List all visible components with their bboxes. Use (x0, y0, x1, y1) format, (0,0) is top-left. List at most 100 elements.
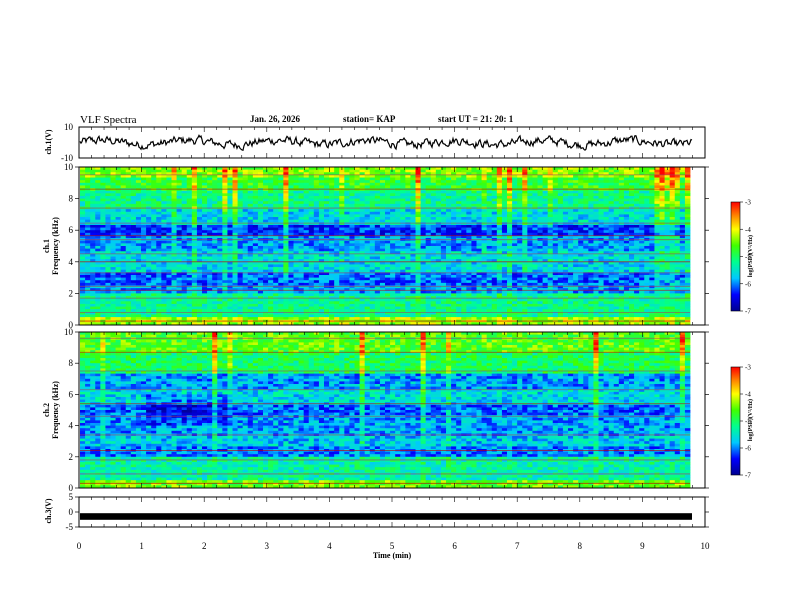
ch1-spec-cell (557, 174, 564, 178)
ch1-spec-cell (176, 261, 183, 265)
ch1-spec-cell (303, 174, 310, 178)
ch1-spec-cell (186, 253, 193, 257)
ch1-spec-cell (618, 217, 625, 221)
ch1-spec-cell (415, 269, 421, 273)
ch1-spec-cell (283, 201, 289, 205)
ch1-spec-cell (583, 193, 589, 197)
ch1-spec-cell (573, 253, 579, 257)
ch1-spec-cell (496, 167, 503, 171)
ch1-spec-cell (593, 177, 599, 181)
ch1-spec-cell (283, 243, 289, 247)
ch1-spec-cell (674, 251, 681, 255)
ch1-spec-cell (318, 264, 325, 268)
ch1-spec-cell (405, 217, 411, 221)
ch1-spec-cell (247, 232, 254, 236)
ch1-spec-cell (385, 248, 391, 252)
ch1-spec-cell (522, 253, 528, 257)
ch1-spec-cell (95, 203, 101, 207)
ch1-spec-cell (247, 188, 254, 192)
ch1-spec-cell (374, 174, 381, 178)
ch1-spec-cell (135, 193, 142, 197)
ch1-spec-cell (451, 253, 457, 257)
ch1-spec-cell (446, 195, 452, 199)
ch1-spec-cell (435, 272, 442, 276)
ch1-spec-cell (196, 235, 203, 239)
ch1-spec-cell (674, 211, 681, 215)
ch1-spec-cell (313, 259, 320, 263)
ch1-spec-cell (374, 169, 381, 173)
ch1-spec-cell (578, 256, 584, 260)
ch1-spec-cell (593, 246, 599, 250)
ch1-spec-cell (334, 272, 340, 276)
ch1-spec-cell (501, 235, 508, 239)
ch1-spec-cell (451, 224, 457, 228)
ch1-spec-cell (176, 253, 183, 257)
ch1-spec-cell (105, 222, 111, 226)
ch1-spec-cell (522, 269, 528, 273)
ch1-spec-cell (105, 182, 111, 186)
ch1-spec-cell (318, 222, 325, 226)
ch1-spec-cell (329, 224, 335, 228)
ch1-spec-cell (547, 240, 554, 244)
ch1-spec-cell (334, 182, 340, 186)
ch1-spec-cell (125, 172, 132, 176)
ch1-spec-cell (80, 217, 86, 221)
ch1-spec-cell (207, 177, 213, 181)
ch1-spec-cell (435, 185, 442, 189)
ch1-spec-cell (623, 182, 630, 186)
ch1-spec-cell (466, 185, 472, 189)
ch1-spec-cell (344, 190, 350, 194)
ch1-spec-cell (425, 182, 432, 186)
ch1-spec-cell (466, 246, 472, 250)
ch1-spec-cell (222, 256, 228, 260)
ch1-spec-cell (278, 214, 284, 218)
ch1-spec-cell (451, 177, 457, 181)
ch1-spec-cell (496, 169, 503, 173)
ch1-spec-cell (568, 240, 574, 244)
ch1-spec-cell (552, 248, 559, 252)
ch1-spec-cell (588, 169, 594, 173)
ch1-spec-cell (364, 235, 371, 239)
ch1-spec-cell (456, 227, 462, 231)
ch1-spec-cell (420, 214, 427, 218)
ch1-spec-cell (115, 190, 122, 194)
ch1-spec-cell (446, 203, 452, 207)
ch1-spec-cell (120, 185, 127, 189)
ch1-spec-cell (364, 193, 371, 197)
ch1-spec-cell (598, 246, 604, 250)
ch1-spec-cell (603, 188, 610, 192)
ch1-spec-cell (684, 222, 691, 226)
ch1-spec-cell (283, 248, 289, 252)
ch1-spec-cell (95, 269, 101, 273)
ch1-spec-cell (257, 269, 264, 273)
ch1-spec-cell (476, 174, 482, 178)
ch1-spec-cell (95, 188, 101, 192)
ch1-spec-cell (679, 214, 686, 218)
ch1-spec-cell (141, 198, 147, 202)
ch1-spec-cell (481, 240, 488, 244)
ch1-spec-cell (415, 272, 421, 276)
ch1-spec-cell (674, 177, 681, 181)
ch1-spec-cell (247, 203, 254, 207)
ch1-spec-cell (293, 214, 299, 218)
ch1-spec-cell (135, 190, 142, 194)
ch1-spec-cell (171, 172, 177, 176)
ch1-spec-cell (613, 190, 620, 194)
ch1-spec-cell (507, 269, 513, 273)
ch1-spec-cell (451, 251, 457, 255)
ch1-spec-cell (135, 169, 142, 173)
ch1-spec-cell (400, 214, 406, 218)
ch1-spec-cell (501, 185, 508, 189)
ch1-spec-cell (318, 209, 325, 213)
ch1-spec-cell (293, 174, 299, 178)
ch1-spec-cell (151, 174, 157, 178)
ch1-spec-cell (644, 198, 650, 202)
ch1-spec-cell (334, 219, 340, 223)
ch1-spec-cell (308, 169, 315, 173)
ch1-spec-cell (217, 269, 223, 273)
ch1-spec-cell (639, 261, 645, 265)
ch1-spec-cell (308, 211, 315, 215)
ch1-spec-cell (618, 169, 625, 173)
ch1-spec-cell (471, 253, 477, 257)
ch1-spec-cell (308, 185, 315, 189)
